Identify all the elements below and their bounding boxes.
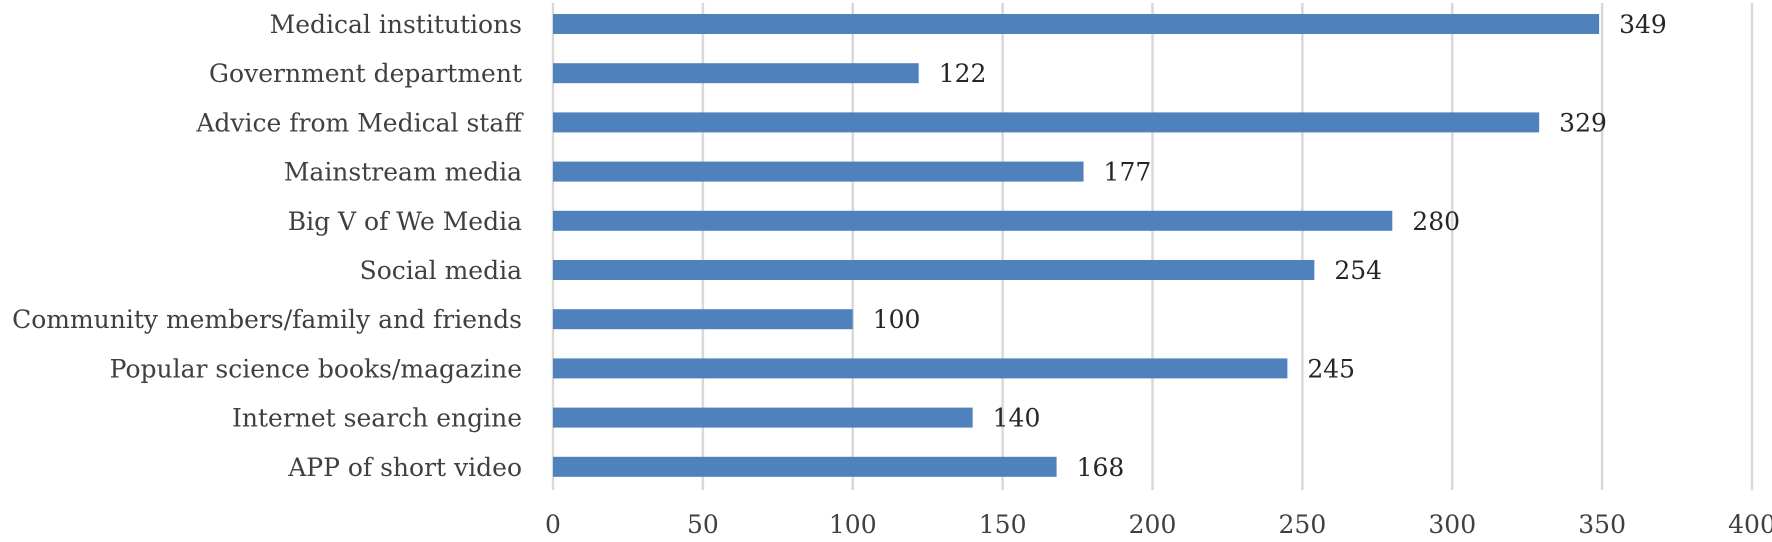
data-label-7: 100 [873, 305, 921, 334]
bar-7 [553, 309, 853, 330]
data-label-5: 280 [1412, 207, 1460, 236]
vertical-gridlines [551, 3, 1754, 490]
data-label-8: 245 [1307, 354, 1355, 383]
bar-9 [553, 407, 973, 428]
x-tick-label-200: 200 [1129, 510, 1177, 539]
data-label-10: 168 [1077, 453, 1125, 482]
bar-4 [553, 161, 1084, 182]
bar-10 [553, 456, 1057, 477]
data-labels: 349 122 329 177 280 254 100 245 140 168 [873, 10, 1667, 482]
category-label-4: Mainstream media [284, 158, 522, 187]
category-label-10: APP of short video [287, 453, 522, 482]
bar-3 [553, 112, 1540, 133]
bar-1 [553, 14, 1600, 34]
x-tick-label-400: 400 [1728, 510, 1772, 539]
bar-8 [553, 358, 1288, 379]
data-label-9: 140 [993, 404, 1041, 433]
x-tick-label-150: 150 [979, 510, 1027, 539]
x-axis-tick-labels: 0 50 100 150 200 250 300 350 400 [545, 510, 1772, 539]
data-label-3: 329 [1559, 108, 1607, 137]
category-label-3: Advice from Medical staff [195, 108, 524, 137]
category-label-2: Government department [209, 59, 522, 88]
category-label-9: Internet search engine [232, 404, 522, 433]
bar-5 [553, 210, 1393, 231]
category-label-1: Medical institutions [270, 10, 522, 39]
x-tick-label-0: 0 [545, 510, 561, 539]
x-tick-label-350: 350 [1578, 510, 1626, 539]
data-label-1: 349 [1619, 10, 1667, 39]
category-label-7: Community members/family and friends [12, 305, 522, 334]
bar-6 [553, 260, 1315, 280]
x-tick-label-250: 250 [1279, 510, 1327, 539]
category-label-5: Big V of We Media [288, 207, 522, 236]
data-label-4: 177 [1104, 158, 1152, 187]
bars [553, 14, 1600, 477]
data-label-6: 254 [1334, 256, 1382, 285]
x-tick-label-50: 50 [687, 510, 719, 539]
x-tick-label-300: 300 [1428, 510, 1476, 539]
category-label-8: Popular science books/magazine [110, 354, 522, 383]
category-label-6: Social media [360, 256, 523, 285]
category-labels: Medical institutions Government departmen… [12, 10, 524, 482]
data-label-2: 122 [939, 59, 987, 88]
bar-2 [553, 63, 919, 84]
x-tick-label-100: 100 [829, 510, 877, 539]
